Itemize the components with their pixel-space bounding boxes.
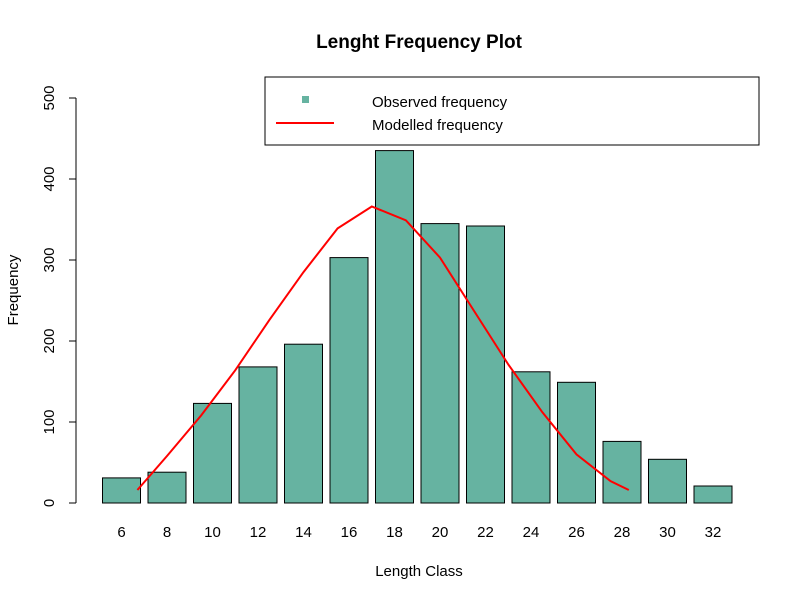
x-axis-label: Length Class bbox=[375, 563, 463, 580]
x-tick-label: 28 bbox=[614, 524, 631, 541]
bar-32 bbox=[693, 485, 733, 504]
y-tick-label: 300 bbox=[41, 247, 58, 272]
x-tick-label: 14 bbox=[295, 524, 312, 541]
legend-box bbox=[264, 76, 760, 146]
bar-18 bbox=[375, 150, 414, 504]
legend-label-modelled: Modelled frequency bbox=[372, 117, 503, 134]
x-tick-label: 20 bbox=[432, 524, 449, 541]
x-tick-label: 12 bbox=[250, 524, 267, 541]
bar-24 bbox=[511, 371, 551, 504]
x-tick-label: 8 bbox=[163, 524, 171, 541]
x-tick-label: 32 bbox=[705, 524, 722, 541]
x-tick-label: 22 bbox=[477, 524, 494, 541]
y-tick-label: 100 bbox=[41, 409, 58, 434]
bar-8 bbox=[147, 471, 187, 504]
y-tick-label: 500 bbox=[41, 85, 58, 110]
series-line-modelled bbox=[136, 205, 630, 491]
y-tick-label: 0 bbox=[41, 499, 58, 507]
x-tick-label: 30 bbox=[659, 524, 676, 541]
y-axis: 0 100 200 300 400 500 bbox=[41, 85, 77, 507]
x-tick-label: 16 bbox=[341, 524, 358, 541]
bar-20 bbox=[420, 223, 460, 504]
legend-swatch-observed bbox=[302, 96, 309, 103]
legend-label-observed: Observed frequency bbox=[372, 94, 508, 111]
bar-26 bbox=[557, 381, 596, 504]
bar-12 bbox=[238, 366, 278, 504]
bar-series-observed bbox=[102, 150, 733, 504]
bar-28 bbox=[602, 440, 642, 504]
x-tick-label: 6 bbox=[117, 524, 125, 541]
x-tick-label: 10 bbox=[204, 524, 221, 541]
y-tick-label: 400 bbox=[41, 166, 58, 191]
x-tick-label: 26 bbox=[568, 524, 585, 541]
y-axis-label: Frequency bbox=[5, 254, 22, 325]
x-tick-label: 24 bbox=[523, 524, 540, 541]
bar-14 bbox=[284, 343, 323, 504]
chart-title: Lenght Frequency Plot bbox=[316, 32, 523, 53]
y-tick-label: 200 bbox=[41, 328, 58, 353]
x-axis-tick-labels: 6 8 10 12 14 16 18 20 22 24 26 28 30 32 bbox=[117, 524, 721, 541]
bar-16 bbox=[329, 257, 369, 504]
bar-10 bbox=[193, 402, 232, 504]
x-tick-label: 18 bbox=[386, 524, 403, 541]
bar-6 bbox=[102, 477, 141, 504]
bar-30 bbox=[648, 458, 687, 504]
legend: Observed frequency Modelled frequency bbox=[264, 76, 760, 146]
bar-22 bbox=[466, 225, 505, 504]
